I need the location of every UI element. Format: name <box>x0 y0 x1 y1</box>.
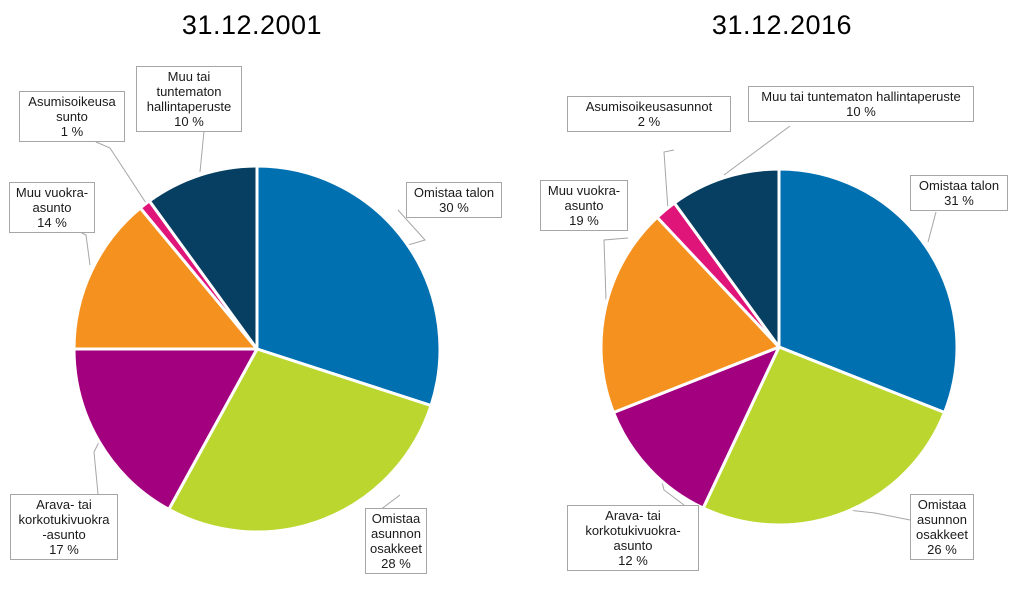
pie-slice-2016-0 <box>777 167 959 415</box>
pie-slices <box>72 164 959 534</box>
leader-line-2001-0 <box>397 209 426 246</box>
label-2001-arava: Arava- tai korkotukivuokra -asunto 17 % <box>10 494 118 560</box>
label-2001-omistaa-osakkeet: Omistaa asunnon osakkeet 28 % <box>365 508 427 574</box>
leader-line-2016-0 <box>927 211 937 243</box>
pie-slice-2016-1 <box>701 345 946 527</box>
label-2001-muu-vuokra: Muu vuokra-asunto 14 % <box>9 182 95 233</box>
chart-title-2001: 31.12.2001 <box>181 10 323 40</box>
pie-slice-2001-5 <box>147 164 259 351</box>
label-2016-muu-vuokra: Muu vuokra-asunto 19 % <box>540 180 628 231</box>
pie-slice-2001-0 <box>255 164 442 408</box>
leader-line-2001-2 <box>93 439 101 495</box>
pie-slice-2016-3 <box>599 215 781 415</box>
label-2001-asumisoikeus: Asumisoikeusa sunto 1 % <box>19 91 125 142</box>
leader-line-2016-4 <box>663 149 675 211</box>
leader-line-2001-5 <box>199 130 205 173</box>
pie-slice-2001-1 <box>167 347 433 534</box>
leader-line-2016-5 <box>723 125 791 176</box>
label-2016-omistaa-talon: Omistaa talon 31 % <box>910 175 1008 211</box>
pie-slice-2001-3 <box>72 206 259 351</box>
label-2016-arava: Arava- tai korkotukivuokra-asunto 12 % <box>567 505 699 571</box>
pie-slice-2016-5 <box>672 167 781 349</box>
leader-line-2016-1 <box>847 509 911 521</box>
label-2001-omistaa-talon: Omistaa talon 30 % <box>406 182 502 218</box>
chart-title-2016: 31.12.2016 <box>711 10 853 40</box>
leader-line-2016-3 <box>603 237 629 301</box>
leader-lines <box>75 125 937 521</box>
leader-line-2001-4 <box>95 141 147 204</box>
label-2001-muu-tai-tuntematon: Muu tai tuntematon hallintaperuste 10 % <box>136 66 242 132</box>
label-2016-omistaa-osakkeet: Omistaa asunnon osakkeet 26 % <box>910 494 974 560</box>
label-2016-muu-tai-tuntematon: Muu tai tuntematon hallintaperuste 10 % <box>748 86 974 122</box>
pie-slice-2001-2 <box>72 347 259 511</box>
leader-line-2001-3 <box>75 229 91 266</box>
label-2016-asumisoikeus: Asumisoikeusasunnot 2 % <box>567 96 731 132</box>
pie-slice-2016-2 <box>612 345 781 510</box>
